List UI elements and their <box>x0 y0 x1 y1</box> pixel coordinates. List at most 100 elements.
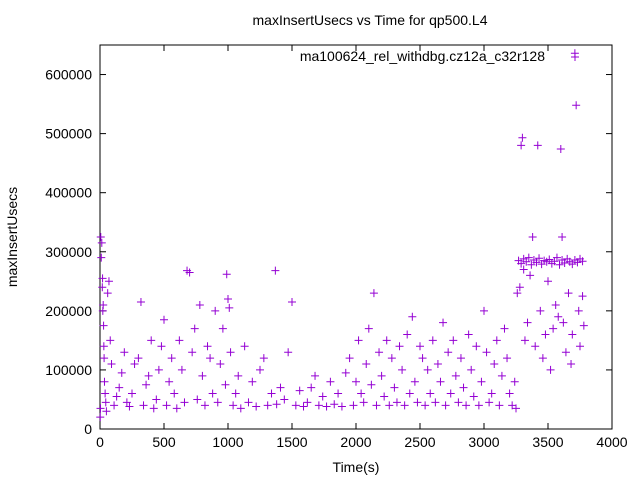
data-point <box>474 401 483 410</box>
data-point <box>259 354 268 363</box>
data-point <box>364 324 373 333</box>
data-point <box>439 318 448 327</box>
data-point <box>334 389 343 398</box>
data-point <box>560 258 569 267</box>
data-point <box>431 398 440 407</box>
data-point <box>198 371 207 380</box>
data-point <box>139 401 148 410</box>
data-point <box>418 354 427 363</box>
data-point <box>330 400 339 409</box>
data-point <box>226 348 235 357</box>
data-point <box>533 141 542 150</box>
data-point <box>532 258 541 267</box>
data-point <box>503 354 512 363</box>
data-point <box>469 392 478 401</box>
data-point <box>216 360 225 369</box>
data-point <box>359 398 368 407</box>
data-point <box>236 404 245 413</box>
data-point <box>130 360 139 369</box>
data-point <box>185 268 194 277</box>
data-point <box>377 371 386 380</box>
data-point <box>441 401 450 410</box>
data-point <box>134 354 143 363</box>
data-point <box>413 398 422 407</box>
y-tick-label: 200000 <box>45 303 92 319</box>
data-point <box>99 321 108 330</box>
data-point <box>234 371 243 380</box>
data-point <box>307 383 316 392</box>
data-point <box>295 386 304 395</box>
data-point <box>357 389 366 398</box>
y-tick-label: 400000 <box>45 185 92 201</box>
data-point <box>554 312 563 321</box>
x-tick-label: 1500 <box>276 434 307 450</box>
data-point <box>398 365 407 374</box>
data-point <box>416 342 424 351</box>
data-point <box>544 277 552 286</box>
data-point <box>271 266 280 275</box>
data-point <box>495 401 504 410</box>
data-point <box>157 342 166 351</box>
data-point <box>490 360 499 369</box>
x-axis-label: Time(s) <box>333 459 380 475</box>
data-point <box>545 255 554 264</box>
data-point <box>517 141 526 150</box>
data-point <box>527 260 536 269</box>
data-point <box>142 380 151 389</box>
data-point <box>248 377 257 386</box>
data-point <box>549 324 558 333</box>
data-point <box>576 342 584 351</box>
data-point <box>567 360 576 369</box>
data-point <box>375 348 384 357</box>
data-point <box>568 260 577 269</box>
x-tick-label: 0 <box>96 434 104 450</box>
data-point <box>112 392 121 401</box>
data-point <box>188 348 197 357</box>
data-point <box>426 389 435 398</box>
data-point <box>97 238 106 247</box>
data-point <box>477 377 486 386</box>
data-point <box>136 297 145 306</box>
data-point <box>423 365 432 374</box>
y-axis-label: maxInsertUsecs <box>4 187 20 287</box>
data-point <box>122 398 131 407</box>
data-point <box>244 398 253 407</box>
data-point <box>528 233 537 241</box>
data-point <box>380 392 389 401</box>
data-point <box>99 342 108 351</box>
data-point <box>284 348 293 357</box>
data-point <box>369 289 378 298</box>
data-point <box>512 404 520 413</box>
data-point <box>100 354 109 363</box>
data-point <box>222 270 231 279</box>
data-point <box>99 300 108 309</box>
data-point <box>110 401 119 410</box>
data-point <box>299 402 308 411</box>
data-point <box>224 295 232 304</box>
data-point <box>190 324 199 333</box>
data-point <box>311 371 320 380</box>
data-point <box>462 401 471 410</box>
data-point <box>552 253 561 262</box>
data-point <box>405 389 414 398</box>
data-point <box>400 401 409 410</box>
data-point <box>410 377 419 386</box>
data-point <box>482 348 491 357</box>
data-point <box>354 336 363 345</box>
data-point <box>103 289 112 298</box>
data-point <box>193 395 202 404</box>
data-point <box>98 283 107 292</box>
data-point <box>97 253 106 262</box>
data-point <box>523 318 532 327</box>
chart-title: maxInsertUsecs vs Time for qp500.L4 <box>253 12 488 28</box>
data-point <box>107 360 116 369</box>
data-point <box>436 377 445 386</box>
data-point <box>433 360 442 369</box>
data-point <box>206 354 215 363</box>
data-point <box>263 401 272 410</box>
data-point <box>120 348 129 357</box>
data-point <box>372 401 381 410</box>
data-point <box>518 133 527 142</box>
